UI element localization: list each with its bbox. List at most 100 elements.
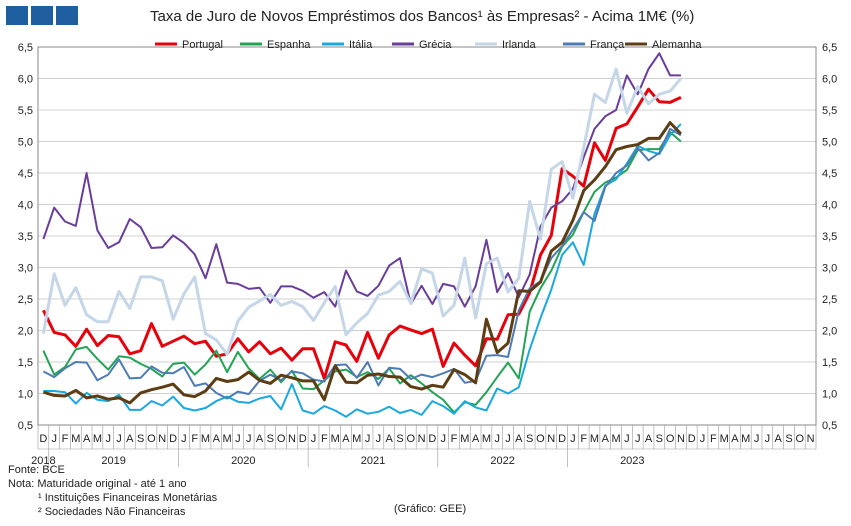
legend-label: Irlanda	[502, 39, 537, 51]
chart-title: Taxa de Juro de Novos Empréstimos dos Ba…	[150, 8, 695, 25]
x-tick-label: J	[365, 433, 371, 445]
year-label: 2019	[101, 455, 125, 467]
x-tick-label: A	[775, 433, 783, 445]
series-line-itlia	[43, 123, 682, 418]
y-tick-label-right: 1,0	[822, 389, 837, 401]
x-tick-label: A	[386, 433, 394, 445]
x-tick-label: S	[526, 433, 533, 445]
year-label: 2020	[231, 455, 255, 467]
y-tick-label-right: 0,5	[822, 420, 837, 432]
x-tick-label: A	[602, 433, 610, 445]
x-tick-label: J	[570, 433, 576, 445]
x-tick-label: M	[223, 433, 232, 445]
x-tick-label: M	[590, 433, 599, 445]
x-tick-label: S	[396, 433, 403, 445]
footnote-2: ² Sociedades Não Financeiras	[38, 506, 186, 518]
x-tick-label: F	[451, 433, 458, 445]
x-tick-label: A	[213, 433, 221, 445]
x-tick-label: D	[39, 433, 47, 445]
series-line-frana	[42, 127, 682, 400]
legend-label: Grécia	[419, 39, 452, 51]
y-tick-label-left: 4,0	[18, 200, 33, 212]
x-tick-label: J	[494, 433, 500, 445]
y-tick-label-left: 5,5	[18, 105, 33, 117]
x-tick-label: F	[580, 433, 587, 445]
x-tick-label: A	[515, 433, 523, 445]
legend-label: Espanha	[267, 39, 311, 51]
y-tick-label-left: 3,5	[18, 231, 33, 243]
x-tick-label: O	[277, 433, 286, 445]
y-tick-label-left: 2,5	[18, 294, 33, 306]
x-tick-label: J	[51, 433, 57, 445]
x-tick-label: A	[126, 433, 134, 445]
logo-block	[56, 6, 78, 25]
x-tick-label: N	[677, 433, 685, 445]
x-tick-label: M	[331, 433, 340, 445]
x-tick-label: J	[635, 433, 641, 445]
series-line-portugal	[42, 87, 682, 380]
x-tick-label: M	[612, 433, 621, 445]
y-tick-label-left: 4,5	[18, 168, 33, 180]
y-tick-label-right: 1,5	[822, 357, 837, 369]
brand-logo	[6, 6, 78, 25]
x-tick-label: F	[710, 433, 717, 445]
x-tick-label: O	[666, 433, 675, 445]
x-tick-label: A	[731, 433, 739, 445]
x-tick-label: J	[765, 433, 771, 445]
y-tick-label-left: 1,0	[18, 389, 33, 401]
y-tick-label-left: 6,5	[18, 42, 33, 54]
x-tick-label: D	[299, 433, 307, 445]
y-tick-label-left: 2,0	[18, 326, 33, 338]
x-tick-label: A	[256, 433, 264, 445]
x-tick-label: J	[376, 433, 382, 445]
year-label: 2023	[620, 455, 644, 467]
y-tick-label-right: 3,5	[822, 231, 837, 243]
series-line-alemanha	[42, 121, 682, 405]
x-tick-label: S	[267, 433, 274, 445]
x-tick-label: M	[460, 433, 469, 445]
x-tick-label: M	[482, 433, 491, 445]
series-line-irlanda	[41, 67, 683, 356]
x-tick-label: J	[116, 433, 122, 445]
x-tick-label: S	[656, 433, 663, 445]
x-tick-label: D	[428, 433, 436, 445]
x-tick-label: M	[201, 433, 210, 445]
x-tick-label: J	[246, 433, 252, 445]
x-tick-label: J	[181, 433, 187, 445]
x-tick-label: S	[137, 433, 144, 445]
y-tick-label-right: 2,5	[822, 294, 837, 306]
x-tick-label: N	[807, 433, 815, 445]
y-tick-label-right: 4,5	[822, 168, 837, 180]
y-tick-label-left: 1,5	[18, 357, 33, 369]
graphic-credit: (Gráfico: GEE)	[394, 503, 467, 515]
y-tick-label-left: 3,0	[18, 263, 33, 275]
x-tick-label: O	[147, 433, 156, 445]
logo-block	[31, 6, 53, 25]
x-tick-label: N	[418, 433, 426, 445]
legend-label: Alemanha	[652, 39, 702, 51]
y-tick-label-right: 6,5	[822, 42, 837, 54]
x-tick-label: D	[558, 433, 566, 445]
y-tick-label-right: 6,0	[822, 74, 837, 86]
x-tick-label: N	[158, 433, 166, 445]
x-tick-label: A	[83, 433, 91, 445]
year-label: 2022	[490, 455, 514, 467]
y-tick-label-left: 0,5	[18, 420, 33, 432]
y-tick-label-right: 5,0	[822, 137, 837, 149]
x-tick-label: J	[105, 433, 111, 445]
y-tick-label-right: 3,0	[822, 263, 837, 275]
x-tick-label: M	[71, 433, 80, 445]
x-tick-label: J	[505, 433, 511, 445]
x-tick-label: N	[547, 433, 555, 445]
year-label: 2021	[361, 455, 385, 467]
y-tick-label-left: 5,0	[18, 137, 33, 149]
x-tick-label: F	[191, 433, 198, 445]
x-tick-label: F	[321, 433, 328, 445]
footnote-1: ¹ Instituições Financeiras Monetárias	[38, 492, 218, 504]
y-tick-label-right: 4,0	[822, 200, 837, 212]
x-tick-label: O	[407, 433, 416, 445]
y-tick-label-left: 6,0	[18, 74, 33, 86]
x-tick-label: D	[688, 433, 696, 445]
y-tick-label-right: 2,0	[822, 326, 837, 338]
